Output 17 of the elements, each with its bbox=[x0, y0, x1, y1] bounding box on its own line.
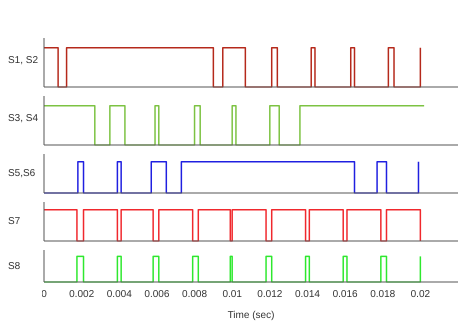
y-axis-title: S7 bbox=[8, 214, 22, 227]
x-axis-title: Time (sec) bbox=[228, 310, 274, 321]
x-tick-label: 0.002 bbox=[69, 289, 95, 300]
x-tick-label: 0.016 bbox=[332, 289, 358, 300]
y-axis-title: S3, S4 bbox=[8, 112, 40, 124]
x-tick-label: 0.012 bbox=[257, 289, 283, 300]
x-tick-label: 0.004 bbox=[106, 289, 132, 300]
y-axis-title: S8 bbox=[8, 260, 22, 272]
x-tick-label: 0.01 bbox=[222, 289, 242, 300]
x-tick-label: 0.018 bbox=[370, 289, 396, 300]
x-tick-label: 0.006 bbox=[144, 289, 170, 300]
y-axis-title: S1, S2 bbox=[8, 54, 40, 66]
x-tick-label: 0 bbox=[41, 289, 48, 300]
x-tick-label: 0.014 bbox=[294, 289, 320, 300]
x-tick-label: 0.008 bbox=[182, 289, 208, 300]
x-tick-label: 0.02 bbox=[410, 289, 431, 300]
y-axis-title: S5,S6 bbox=[8, 166, 36, 179]
